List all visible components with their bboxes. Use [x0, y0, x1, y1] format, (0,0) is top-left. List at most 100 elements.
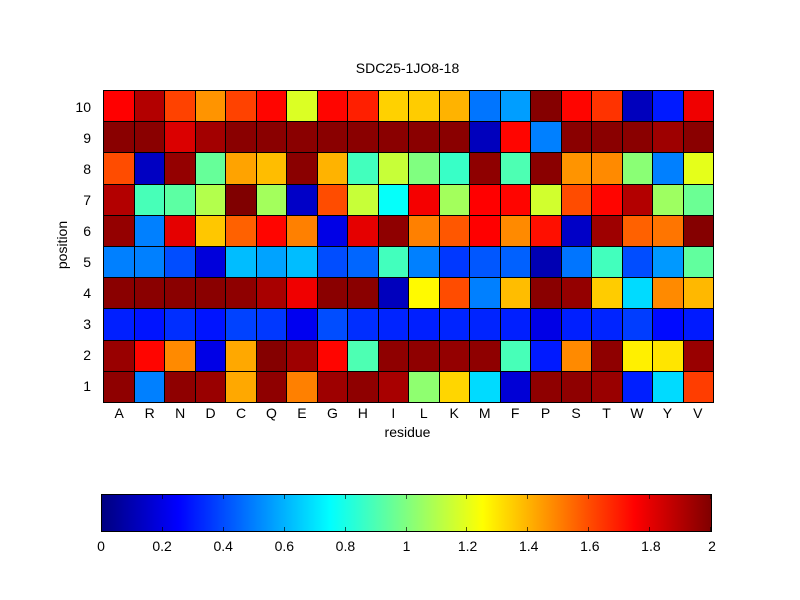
heatmap-cell: [165, 371, 195, 402]
heatmap-cell: [683, 91, 713, 122]
heatmap-cell: [287, 278, 317, 309]
heatmap-cell: [226, 153, 256, 184]
heatmap-cell: [683, 153, 713, 184]
colorbar-tickmark: [161, 527, 163, 531]
x-axis-tick-label: S: [571, 405, 581, 421]
heatmap-cell: [683, 340, 713, 371]
heatmap-cell: [500, 153, 530, 184]
heatmap-cell: [592, 340, 622, 371]
heatmap-cell: [195, 340, 225, 371]
heatmap-cell: [165, 215, 195, 246]
heatmap-cell: [653, 371, 683, 402]
x-axis-tick-label: Q: [266, 405, 277, 421]
heatmap-cell: [683, 309, 713, 340]
heatmap-cell: [683, 371, 713, 402]
heatmap-cell: [531, 371, 561, 402]
heatmap-cell: [409, 153, 439, 184]
y-axis-tick-label: 10: [75, 98, 91, 115]
heatmap-cell: [134, 215, 164, 246]
colorbar-tickmark: [649, 527, 651, 531]
heatmap-cell: [104, 153, 134, 184]
heatmap-cell: [470, 153, 500, 184]
colorbar-tickmark: [527, 495, 529, 499]
colorbar-tickmark: [527, 527, 529, 531]
heatmap-cell: [317, 91, 347, 122]
y-axis-tick-label: 3: [83, 316, 91, 333]
heatmap-cell: [683, 247, 713, 278]
heatmap-cell: [409, 122, 439, 153]
heatmap-cell: [653, 340, 683, 371]
heatmap-cell: [561, 122, 591, 153]
heatmap-cell: [226, 340, 256, 371]
colorbar-tickmark: [405, 527, 407, 531]
x-axis-tick-label: T: [602, 405, 611, 421]
heatmap-cell: [531, 91, 561, 122]
colorbar-tickmark: [588, 495, 590, 499]
heatmap-cell: [592, 247, 622, 278]
heatmap-cell: [256, 184, 286, 215]
heatmap-cell: [195, 184, 225, 215]
heatmap-cell: [378, 153, 408, 184]
colorbar-tickmark: [222, 527, 224, 531]
heatmap-cell: [165, 278, 195, 309]
colorbar-tick-label: 1.8: [641, 538, 661, 554]
y-axis-tick-labels: 10 9 8 7 6 5 4 3 2 1: [50, 91, 97, 402]
x-axis-tick-label: Y: [662, 405, 673, 421]
heatmap-cell: [653, 184, 683, 215]
heatmap-cell: [287, 340, 317, 371]
heatmap-cell: [134, 153, 164, 184]
heatmap-cell: [439, 371, 469, 402]
colorbar-tick-label: 0.8: [335, 538, 356, 554]
heatmap-cell: [104, 371, 134, 402]
heatmap-cell: [622, 340, 652, 371]
x-axis-tick-label: P: [540, 405, 551, 421]
heatmap-cell: [226, 278, 256, 309]
heatmap-cell: [683, 184, 713, 215]
colorbar-tickmark: [466, 527, 468, 531]
heatmap-cell: [287, 153, 317, 184]
heatmap-cell: [439, 278, 469, 309]
heatmap-cell: [561, 371, 591, 402]
colorbar-tick-label: 0.6: [274, 538, 295, 554]
y-axis-tick-label: 9: [83, 129, 91, 146]
colorbar-tickmark: [101, 495, 102, 499]
colorbar-tick-label: 1: [402, 538, 411, 554]
heatmap-cell: [104, 184, 134, 215]
colorbar-tickmark: [649, 495, 651, 499]
colorbar-tickmark: [405, 495, 407, 499]
x-axis-tick-label: A: [114, 405, 124, 421]
heatmap-cell: [195, 371, 225, 402]
heatmap-cell: [348, 153, 378, 184]
heatmap-cell: [531, 278, 561, 309]
heatmap-cell: [500, 309, 530, 340]
heatmap-cell: [195, 91, 225, 122]
heatmap-cell: [409, 184, 439, 215]
x-axis-tick-label: F: [510, 405, 520, 421]
colorbar-tick-label: 0.4: [213, 538, 233, 554]
heatmap-cell: [195, 247, 225, 278]
colorbar-tickmark: [344, 527, 346, 531]
heatmap-cell: [653, 278, 683, 309]
heatmap-cell: [592, 278, 622, 309]
x-axis-tick-label: I: [391, 405, 396, 421]
y-axis-tick-label: 2: [83, 347, 91, 364]
heatmap-cell: [256, 309, 286, 340]
y-axis-tick-label: 6: [83, 222, 91, 239]
heatmap-cell: [104, 340, 134, 371]
heatmap-cell: [287, 247, 317, 278]
heatmap-cell: [653, 91, 683, 122]
heatmap-cell: [409, 91, 439, 122]
heatmap-cell: [622, 122, 652, 153]
heatmap-cell: [653, 309, 683, 340]
y-axis-tick-label: 4: [83, 285, 91, 302]
heatmap-cell: [500, 122, 530, 153]
heatmap-cell: [622, 91, 652, 122]
heatmap-cell: [256, 247, 286, 278]
heatmap-cell: [104, 215, 134, 246]
heatmap-cell: [500, 247, 530, 278]
heatmap-cell: [439, 153, 469, 184]
heatmap-cell: [317, 184, 347, 215]
heatmap-cell: [226, 371, 256, 402]
x-axis-tick-label: N: [175, 405, 186, 421]
y-axis-tick-label: 8: [83, 160, 91, 177]
